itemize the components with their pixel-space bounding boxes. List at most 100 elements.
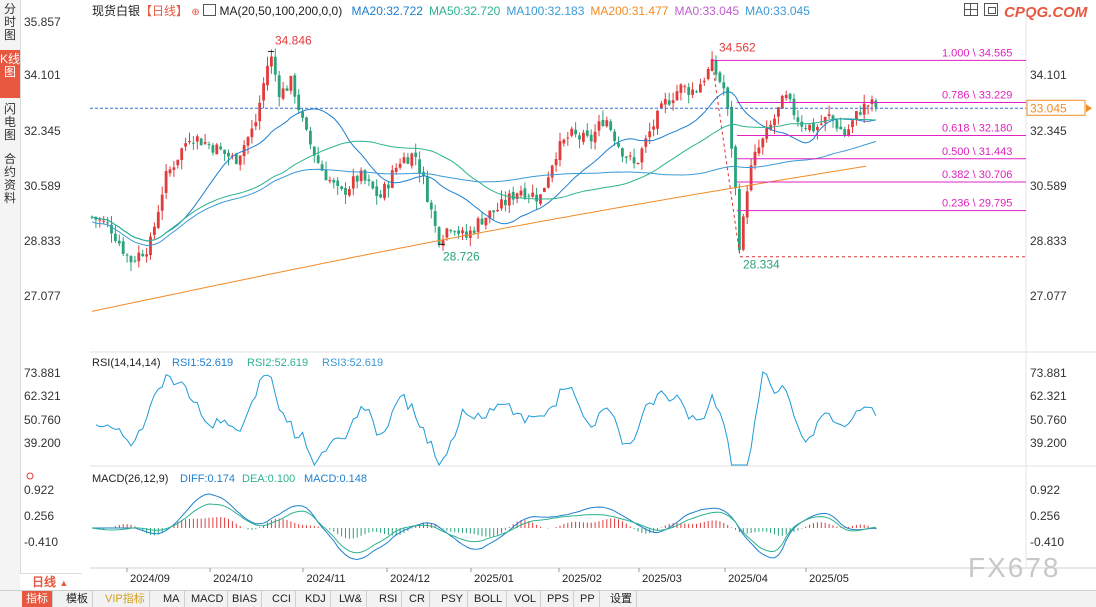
candle-body bbox=[543, 187, 546, 192]
toolbar-pps-button[interactable]: PPS bbox=[543, 591, 575, 607]
toolbar-vip-button[interactable]: VIP指标 bbox=[101, 591, 150, 607]
candle-body bbox=[141, 253, 145, 257]
candle-body bbox=[788, 93, 792, 100]
candle-body bbox=[297, 94, 301, 111]
tab-time-sharing[interactable]: 分时图 bbox=[3, 2, 16, 42]
candle-body bbox=[281, 88, 285, 99]
candle-body bbox=[433, 211, 437, 226]
candle-body bbox=[316, 155, 320, 163]
toolbar-bias-button[interactable]: BIAS bbox=[228, 591, 263, 607]
chart-canvas[interactable]: 35.857 34.101 32.345 30.589 28.833 27.077 34.1… bbox=[0, 0, 1096, 590]
ma-value: MA0:33.045 bbox=[745, 4, 810, 18]
toolbar-cci-button[interactable]: CCI bbox=[268, 591, 296, 607]
candle-body bbox=[145, 254, 148, 257]
toolbar-psy-button[interactable]: PSY bbox=[437, 591, 469, 607]
candlesticks bbox=[90, 48, 878, 272]
toolbar-lw-button[interactable]: LW& bbox=[335, 591, 368, 607]
toolbar-pp-button[interactable]: PP bbox=[576, 591, 600, 607]
candle-body bbox=[866, 105, 870, 107]
rsi-y-tick: 39.200 bbox=[24, 436, 61, 450]
fullscreen-icon[interactable] bbox=[984, 3, 998, 16]
toolbar-macd-button[interactable]: MACD bbox=[187, 591, 229, 607]
candle-body bbox=[227, 152, 230, 157]
rsi-right-tick: 50.760 bbox=[1030, 413, 1067, 427]
candle-body bbox=[332, 179, 336, 183]
candle-body bbox=[465, 231, 468, 238]
macd-value: DEA:0.100 bbox=[242, 473, 295, 485]
fib-level-label: 0.500 \ 31.443 bbox=[942, 146, 1012, 158]
toolbar--button[interactable]: 设置 bbox=[606, 591, 637, 607]
x-axis-label: 2024/10 bbox=[213, 573, 253, 585]
candle-body bbox=[636, 163, 640, 165]
candle-body bbox=[679, 84, 683, 93]
indicator-chart-icon[interactable] bbox=[203, 4, 217, 16]
candle-body bbox=[219, 146, 223, 150]
candle-body bbox=[773, 118, 776, 126]
settings-dot-icon[interactable]: ⊕ bbox=[191, 7, 200, 18]
candle-body bbox=[344, 187, 347, 195]
candle-body bbox=[527, 195, 531, 197]
low-label: 28.334 bbox=[743, 258, 780, 272]
price-y-tick: 30.589 bbox=[24, 179, 61, 193]
candle-body bbox=[379, 194, 382, 198]
rsi-value: RSI2:52.619 bbox=[247, 357, 308, 369]
candle-body bbox=[149, 236, 152, 256]
ma-value: MA200:31.477 bbox=[590, 4, 669, 18]
candle-body bbox=[336, 180, 340, 187]
macd-right-tick: 0.256 bbox=[1030, 509, 1060, 523]
candle-body bbox=[414, 152, 418, 157]
candle-body bbox=[340, 186, 343, 189]
toolbar--button[interactable]: 模板 bbox=[62, 591, 93, 607]
candle-body bbox=[114, 233, 117, 242]
candle-body bbox=[328, 179, 332, 182]
candle-body bbox=[667, 100, 671, 105]
candle-body bbox=[387, 184, 390, 189]
candle-body bbox=[234, 153, 238, 164]
ma-label: MA(20,50,100,200,0,0) bbox=[219, 4, 343, 18]
candle-body bbox=[98, 219, 102, 221]
toolbar-kdj-button[interactable]: KDJ bbox=[301, 591, 331, 607]
price-right-tick: 32.345 bbox=[1030, 124, 1067, 138]
candle-body bbox=[609, 121, 613, 130]
candle-body bbox=[816, 126, 819, 131]
toolbar-rsi-button[interactable]: RSI bbox=[375, 591, 403, 607]
candle-body bbox=[312, 146, 316, 156]
x-axis-label: 2025/03 bbox=[642, 573, 682, 585]
period-selector[interactable]: 日线 ▲ bbox=[20, 573, 82, 590]
candle-body bbox=[383, 183, 386, 199]
candle-body bbox=[671, 100, 675, 104]
candle-body bbox=[176, 159, 180, 166]
toolbar-boll-button[interactable]: BOLL bbox=[470, 591, 508, 607]
layout-grid-icon[interactable] bbox=[964, 3, 978, 16]
toolbar-cr-button[interactable]: CR bbox=[405, 591, 430, 607]
tab-contract-info[interactable]: 合约资料 bbox=[3, 152, 16, 205]
ma20-line bbox=[91, 90, 876, 242]
toolbar-ma-button[interactable]: MA bbox=[159, 591, 185, 607]
candle-body bbox=[578, 135, 581, 140]
candle-body bbox=[683, 86, 687, 88]
candle-body bbox=[652, 126, 655, 130]
candle-body bbox=[621, 148, 624, 157]
candle-body bbox=[858, 112, 862, 115]
candle-body bbox=[695, 91, 698, 93]
tab-kline[interactable]: K线图 bbox=[0, 50, 20, 98]
candle-body bbox=[289, 75, 293, 91]
macd-y-tick: 0.922 bbox=[24, 483, 54, 497]
candle-body bbox=[160, 194, 164, 211]
candle-body bbox=[862, 103, 866, 115]
candle-body bbox=[792, 98, 796, 116]
candle-body bbox=[574, 129, 577, 135]
candle-body bbox=[761, 138, 765, 148]
candle-body bbox=[562, 139, 566, 144]
ma-value: MA20:32.722 bbox=[351, 4, 423, 18]
tab-flash-chart[interactable]: 闪电图 bbox=[3, 102, 16, 142]
candle-body bbox=[702, 80, 706, 83]
candle-body bbox=[511, 191, 515, 200]
toolbar-vol-button[interactable]: VOL bbox=[510, 591, 542, 607]
candle-body bbox=[320, 164, 324, 171]
candle-body bbox=[714, 60, 718, 75]
toolbar--button[interactable]: 指标 bbox=[22, 591, 53, 607]
candle-body bbox=[535, 194, 538, 202]
candle-body bbox=[550, 165, 554, 178]
candle-body bbox=[359, 170, 363, 182]
